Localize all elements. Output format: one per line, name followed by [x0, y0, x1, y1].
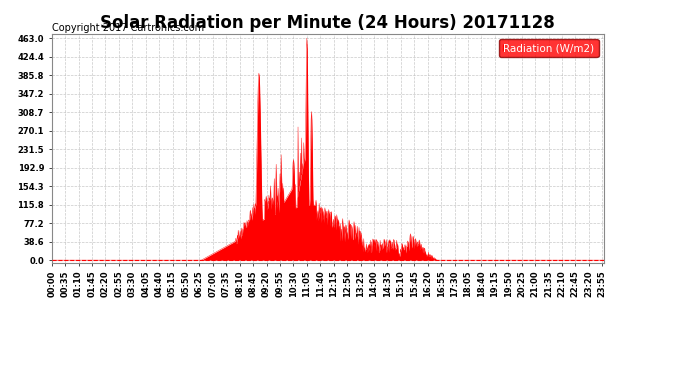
Legend: Radiation (W/m2): Radiation (W/m2): [499, 39, 598, 57]
Title: Solar Radiation per Minute (24 Hours) 20171128: Solar Radiation per Minute (24 Hours) 20…: [100, 14, 555, 32]
Text: Copyright 2017 Cartronics.com: Copyright 2017 Cartronics.com: [52, 22, 204, 33]
